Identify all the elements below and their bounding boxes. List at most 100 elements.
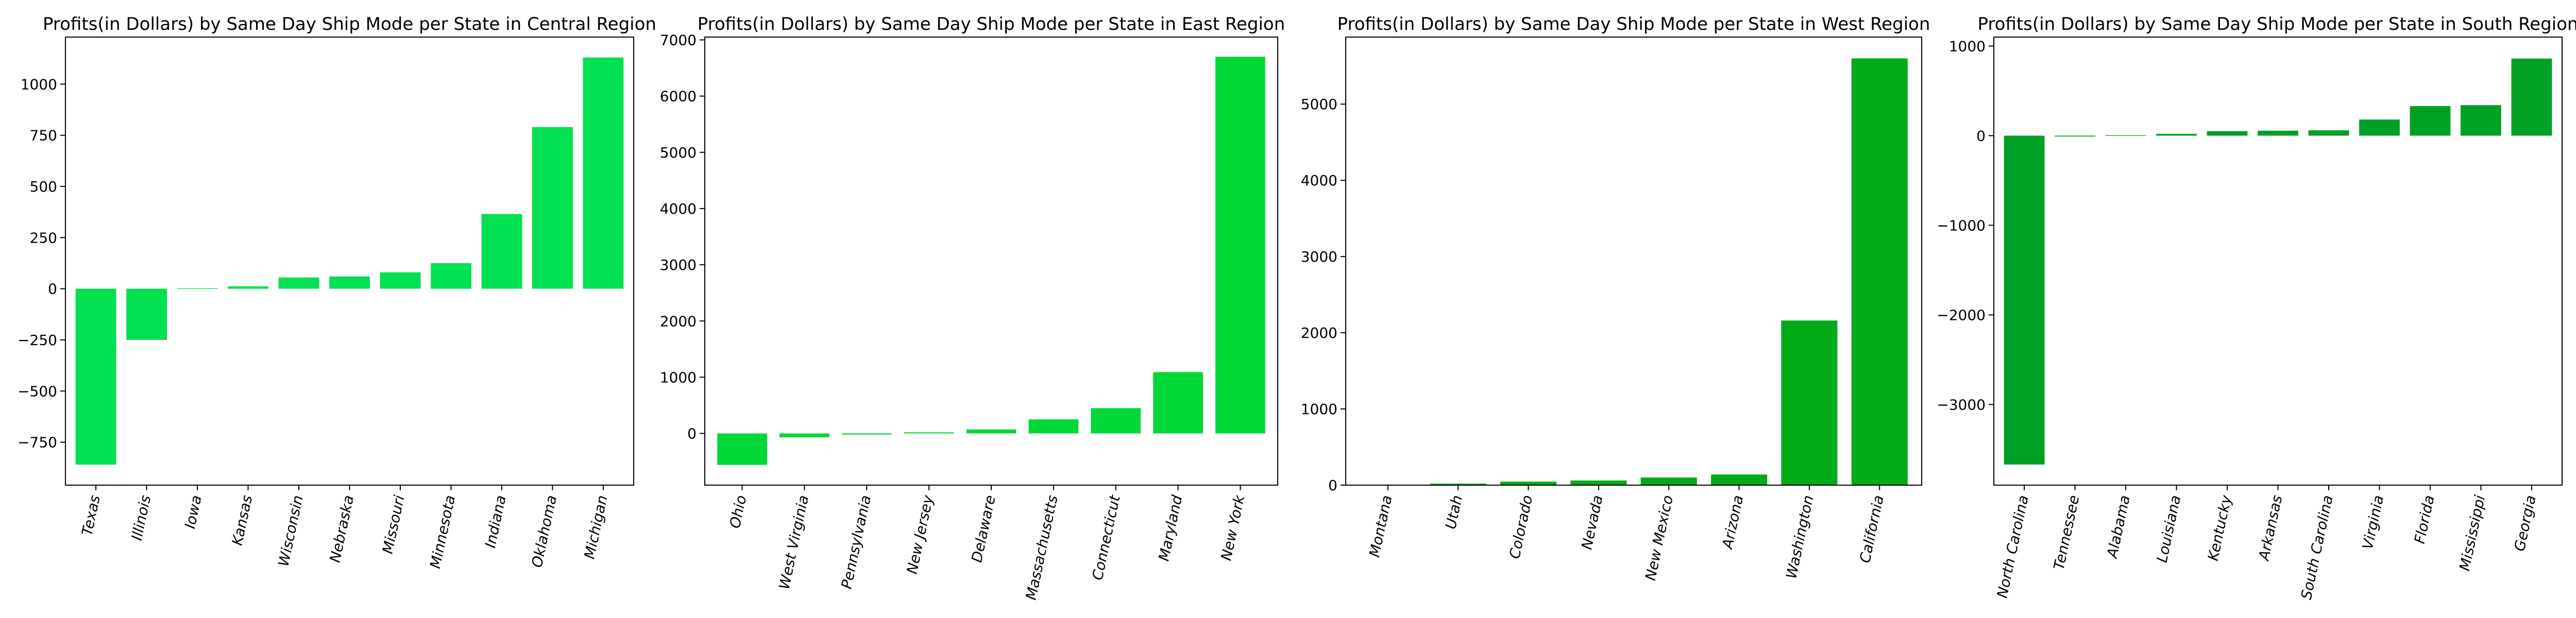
x-tick-label-central: Texas [78, 494, 104, 537]
bar-south-georgia [2511, 58, 2552, 136]
x-tick-label-east: New Jersey [903, 493, 937, 575]
bar-west-washington [1781, 320, 1838, 485]
y-tick-label-south: −1000 [1937, 217, 1986, 234]
y-tick-label-west: 0 [1328, 477, 1337, 494]
x-tick-label-south: South Carolina [2298, 494, 2336, 601]
x-tick-label-central: Iowa [181, 494, 205, 530]
bar-west-utah [1430, 484, 1486, 485]
x-tick-label-east: New York [1217, 493, 1248, 562]
chart-panel-east-frame [704, 37, 1278, 486]
x-tick-label-south: Alabama [2104, 494, 2133, 561]
bar-west-arizona [1711, 474, 1768, 485]
bar-central-nebraska [329, 276, 370, 289]
bar-south-north-carolina [2004, 135, 2045, 465]
y-tick-label-west: 1000 [1301, 401, 1337, 418]
y-tick-label-west: 5000 [1301, 96, 1337, 113]
x-tick-label-central: Oklahoma [528, 494, 560, 569]
chart-panel-south-background [1994, 37, 2562, 485]
x-tick-label-west: Nevada [1578, 494, 1606, 551]
y-tick-label-west: 3000 [1301, 248, 1337, 265]
y-tick-label-central: 500 [30, 178, 57, 195]
bar-central-missouri [380, 272, 421, 289]
x-tick-label-east: West Virginia [775, 494, 812, 591]
chart-panel-south-title: Profits(in Dollars) by Same Day Ship Mod… [1978, 14, 2576, 35]
bar-south-south-carolina [2308, 130, 2349, 136]
y-tick-label-south: 0 [1976, 127, 1986, 144]
chart-panel-central: Profits(in Dollars) by Same Day Ship Mod… [18, 14, 656, 570]
y-tick-label-south: −2000 [1937, 306, 1986, 323]
x-tick-label-west: Colorado [1506, 494, 1536, 560]
x-tick-label-south: Florida [2411, 494, 2438, 545]
x-tick-label-south: North Carolina [1993, 494, 2031, 599]
x-tick-label-south: Louisiana [2154, 494, 2184, 564]
x-tick-label-central: Wisconsin [275, 494, 306, 568]
bar-south-louisiana [2156, 133, 2197, 136]
chart-panel-east-title: Profits(in Dollars) by Same Day Ship Mod… [698, 14, 1285, 35]
y-tick-label-east: 1000 [660, 369, 697, 386]
y-tick-label-east: 0 [687, 425, 697, 442]
x-tick-label-east: Connecticut [1089, 493, 1123, 582]
bar-east-new-york [1215, 57, 1265, 434]
x-tick-label-west: New Mexico [1642, 494, 1676, 582]
x-tick-label-south: Georgia [2511, 494, 2539, 553]
y-tick-label-west: 2000 [1301, 324, 1337, 341]
x-tick-label-south: Arkansas [2255, 494, 2285, 563]
y-tick-label-central: −750 [18, 434, 57, 451]
x-tick-label-west: Arizona [1719, 494, 1747, 552]
bar-central-minnesota [431, 263, 471, 289]
bar-west-colorado [1500, 482, 1557, 485]
bar-east-maryland [1153, 372, 1203, 434]
x-tick-label-south: Mississippi [2456, 493, 2488, 572]
y-tick-label-central: 750 [30, 127, 57, 144]
y-tick-label-central: 250 [30, 229, 57, 246]
chart-panel-south: Profits(in Dollars) by Same Day Ship Mod… [1937, 14, 2576, 601]
bar-east-delaware [966, 429, 1016, 434]
chart-panel-central-title: Profits(in Dollars) by Same Day Ship Mod… [43, 14, 656, 35]
y-tick-label-east: 2000 [660, 313, 697, 330]
bar-central-kansas [228, 286, 268, 289]
bar-central-indiana [481, 214, 522, 289]
y-tick-label-east: 4000 [660, 200, 697, 217]
y-tick-label-central: 0 [48, 281, 57, 298]
bar-east-pennsylvania [841, 433, 892, 435]
x-tick-label-west: Utah [1442, 494, 1466, 531]
y-tick-label-east: 6000 [660, 88, 697, 105]
x-tick-label-central: Nebraska [327, 494, 358, 564]
y-tick-label-south: 1000 [1949, 38, 1986, 55]
bar-west-nevada [1570, 480, 1627, 485]
x-tick-label-south: Kentucky [2205, 493, 2235, 562]
chart-panel-west-title: Profits(in Dollars) by Same Day Ship Mod… [1337, 14, 1930, 35]
bar-west-california [1851, 58, 1908, 485]
bar-west-new-mexico [1640, 477, 1697, 485]
x-tick-label-west: Washington [1783, 494, 1817, 580]
bar-central-michigan [583, 57, 624, 289]
x-tick-label-east: Massachusetts [1022, 494, 1061, 602]
x-tick-label-central: Minnesota [427, 494, 459, 570]
bar-south-mississippi [2461, 105, 2501, 136]
bar-south-tennessee [2055, 135, 2095, 137]
bar-east-new-jersey [904, 432, 954, 434]
y-tick-label-east: 3000 [660, 256, 697, 273]
chart-panel-west-frame [1345, 37, 1922, 486]
x-tick-label-central: Michigan [581, 494, 611, 561]
chart-panel-east: Profits(in Dollars) by Same Day Ship Mod… [660, 14, 1285, 602]
bar-south-arkansas [2258, 130, 2298, 136]
y-tick-label-east: 5000 [660, 144, 697, 161]
x-tick-label-central: Illinois [128, 494, 155, 542]
y-tick-label-central: 1000 [21, 76, 57, 93]
bar-south-florida [2410, 106, 2451, 136]
bar-south-alabama [2105, 135, 2146, 136]
x-tick-label-west: Montana [1366, 494, 1396, 559]
x-tick-label-central: Missouri [379, 493, 408, 555]
y-tick-label-south: −3000 [1937, 396, 1986, 413]
x-tick-label-west: California [1856, 494, 1887, 564]
bar-south-virginia [2359, 119, 2400, 136]
bar-central-illinois [126, 288, 167, 340]
x-tick-label-east: Ohio [726, 494, 750, 530]
bar-east-ohio [717, 433, 767, 465]
bar-east-west-virginia [779, 433, 829, 438]
x-tick-label-central: Indiana [482, 494, 510, 550]
bar-central-wisconsin [278, 277, 319, 289]
bar-central-texas [75, 288, 116, 465]
bar-east-massachusetts [1028, 419, 1079, 434]
